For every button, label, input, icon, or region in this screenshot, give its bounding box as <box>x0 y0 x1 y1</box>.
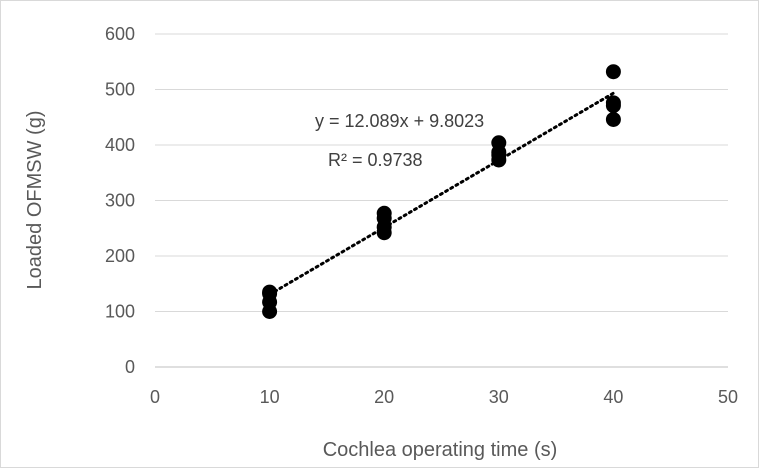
y-tick-label-100: 100 <box>105 302 135 322</box>
x-tick-label-10: 10 <box>260 387 280 407</box>
y-tick-label-600: 600 <box>105 24 135 44</box>
data-point-0-11 <box>491 135 507 151</box>
r-squared-label: R² = 0.9738 <box>328 150 423 170</box>
x-tick-label-30: 30 <box>489 387 509 407</box>
x-tick-label-50: 50 <box>718 387 738 407</box>
gridlines <box>155 33 728 312</box>
data-points <box>262 64 621 319</box>
trendline-equation-label: y = 12.089x + 9.8023 <box>315 111 484 131</box>
y-axis-title: Loaded OFMSW (g) <box>24 111 46 290</box>
y-tick-label-400: 400 <box>105 135 135 155</box>
y-tick-label-300: 300 <box>105 191 135 211</box>
x-tick-label-0: 0 <box>150 387 160 407</box>
trendline-layer <box>268 91 615 296</box>
data-point-0-15 <box>605 64 621 80</box>
tick-labels: 0 100 200 300 400 500 600 0 10 20 30 40 50 <box>105 24 738 407</box>
data-point-0-12 <box>605 111 621 127</box>
trendline <box>268 91 615 296</box>
data-point-0-14 <box>605 95 621 111</box>
x-axis-title: Cochlea operating time (s) <box>323 439 558 461</box>
y-tick-label-200: 200 <box>105 246 135 266</box>
y-tick-label-0: 0 <box>125 357 135 377</box>
data-point-0-3 <box>262 284 278 300</box>
data-point-0-7 <box>376 205 392 221</box>
y-tick-label-500: 500 <box>105 80 135 100</box>
x-tick-label-40: 40 <box>603 387 623 407</box>
x-tick-label-20: 20 <box>374 387 394 407</box>
